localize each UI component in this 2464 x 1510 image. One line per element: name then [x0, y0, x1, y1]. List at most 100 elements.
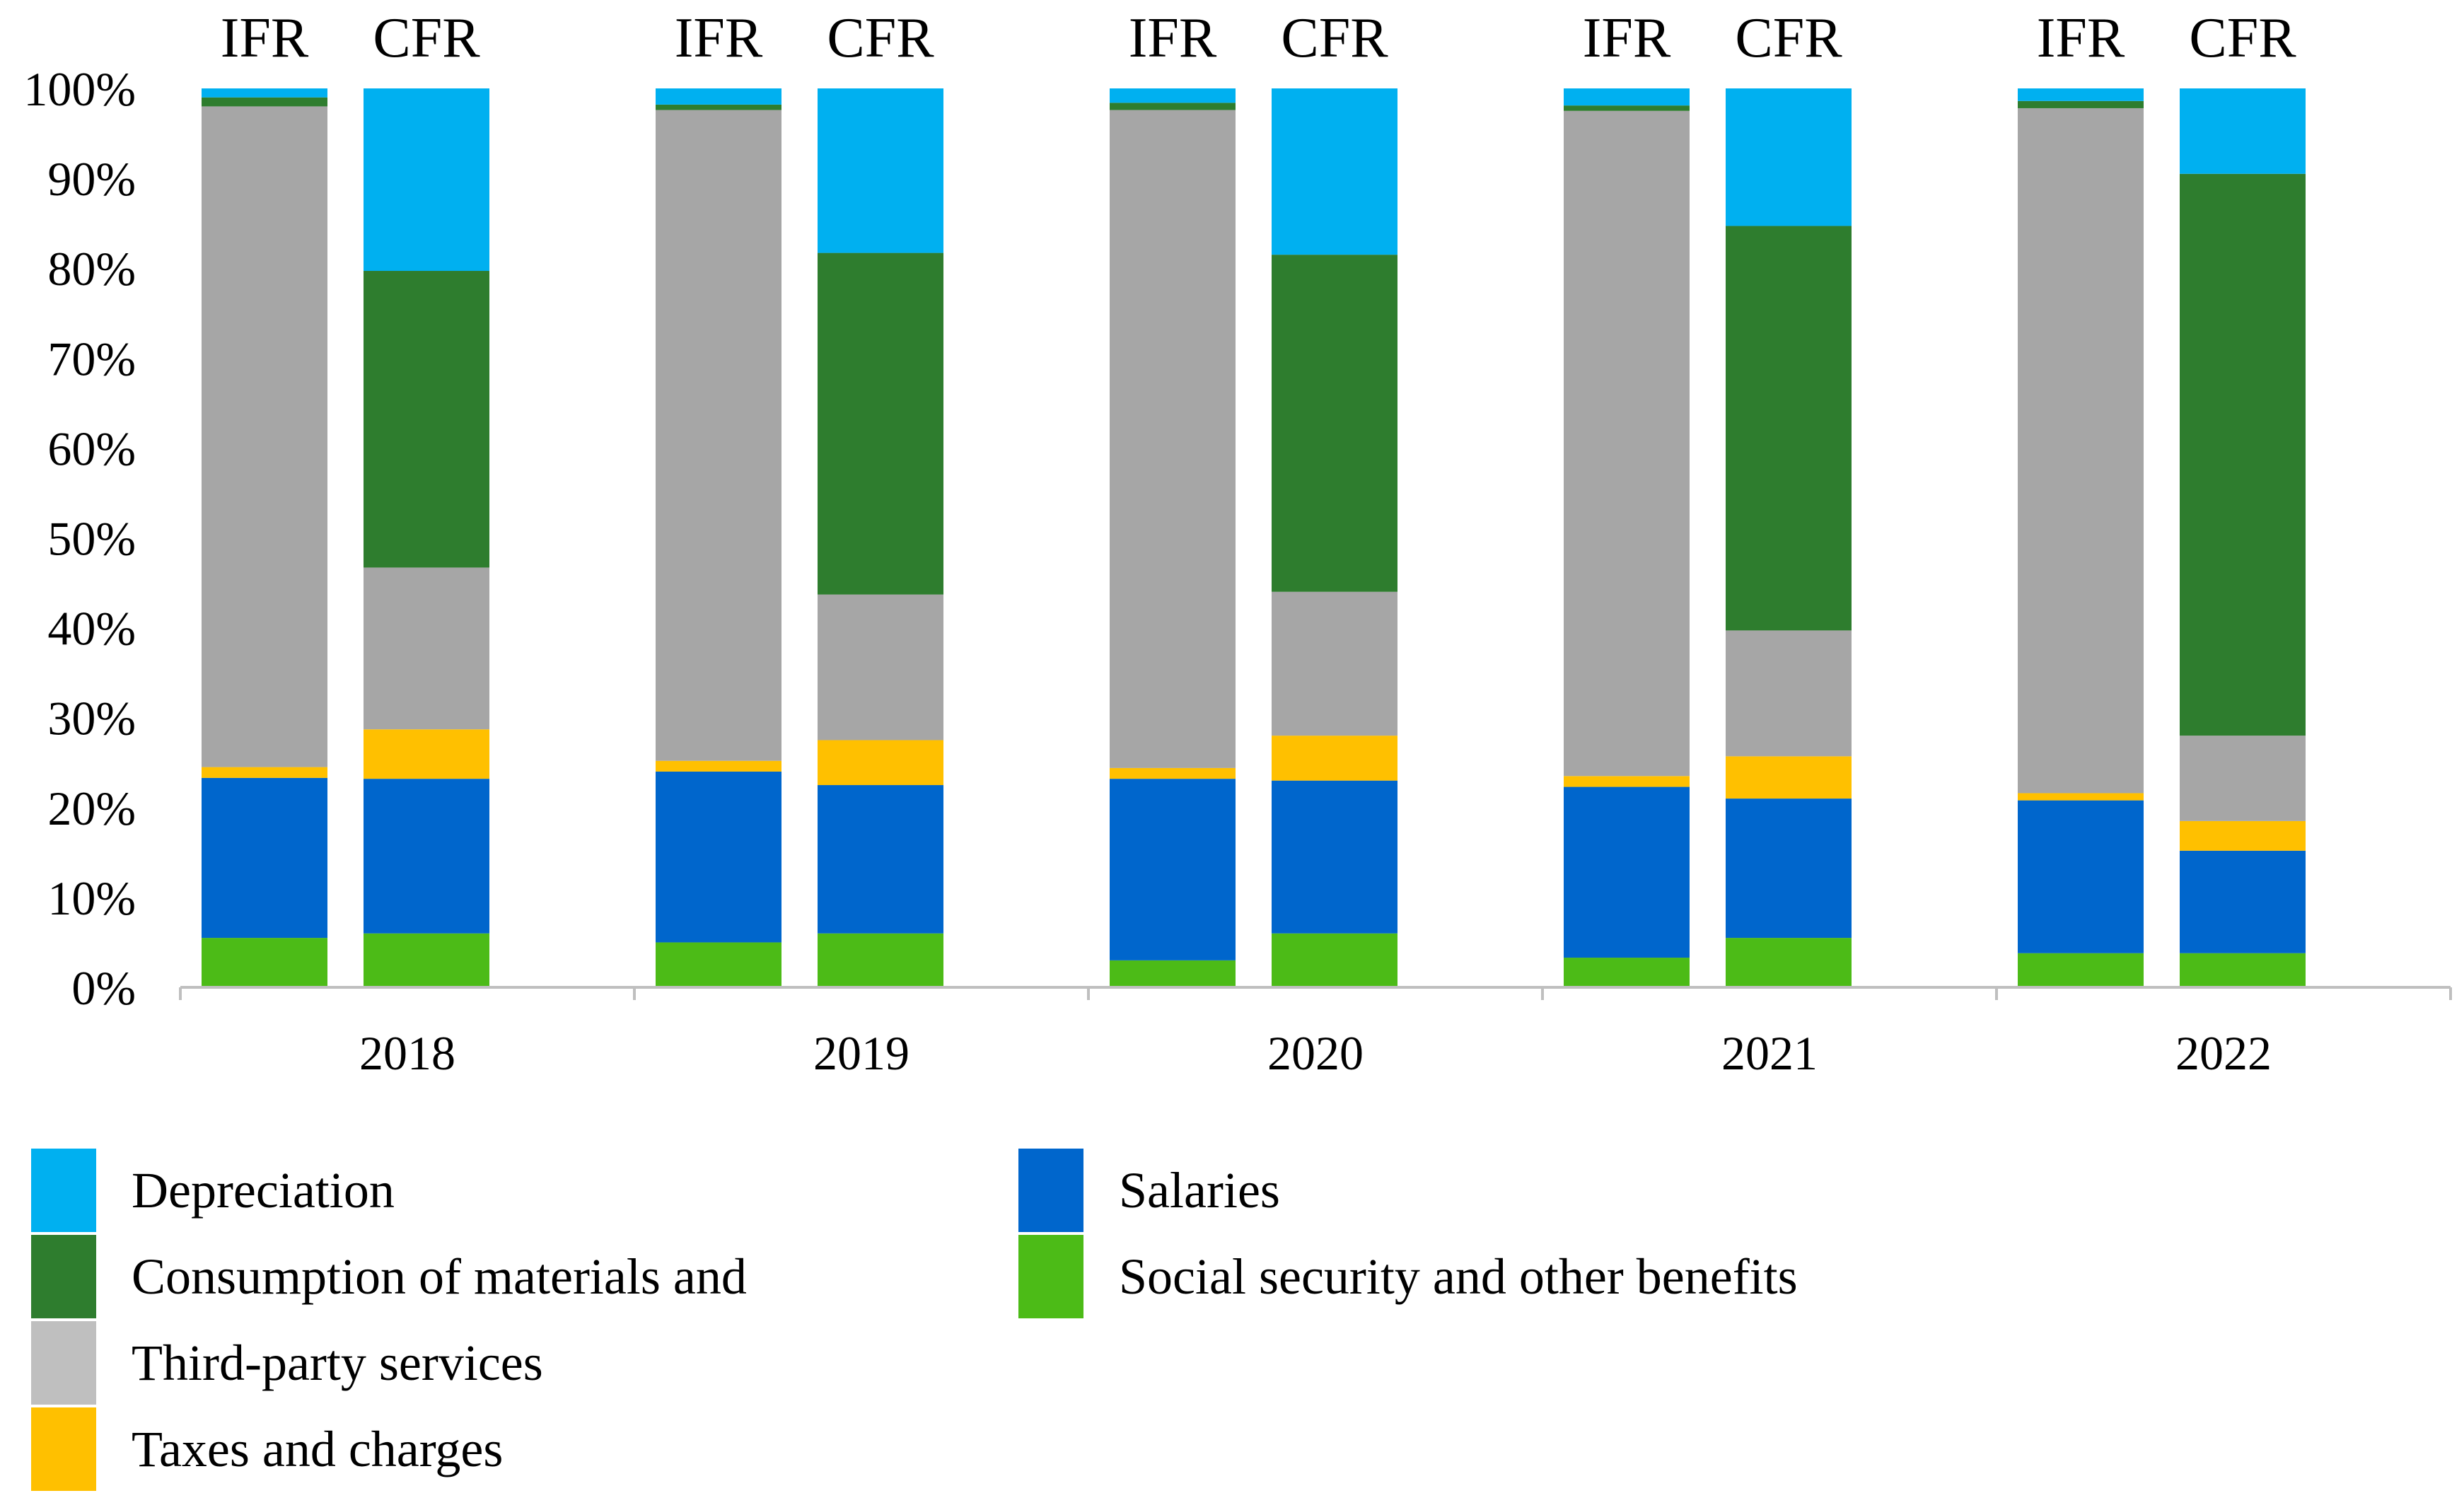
bar-segment-taxes-and-charges-ifr-2018	[202, 767, 327, 778]
bar-top-labels: IFR CFR IFR CFR IFR CFR IFR CFR IFR CFR	[221, 7, 2296, 69]
bar-label-cfr-2019: CFR	[827, 7, 934, 69]
stacked-bar-chart: 0% 10% 20% 30% 40% 50% 60% 70% 80% 90% 100% IFR CFR…	[23, 7, 2452, 1080]
bar-segment-salaries-ifr-2019	[656, 771, 781, 943]
bar-segment-third-party-services-cfr-2020	[1272, 591, 1397, 736]
bars	[202, 88, 2306, 987]
bar-segment-taxes-and-charges-ifr-2021	[1564, 776, 1690, 787]
bar-segment-salaries-cfr-2022	[2180, 850, 2306, 953]
legend-swatch-consumption-of-materials	[31, 1235, 96, 1318]
bar-segment-taxes-and-charges-cfr-2019	[818, 740, 943, 786]
bar-label-cfr-2018: CFR	[373, 7, 480, 69]
y-tick-label: 70%	[47, 332, 136, 385]
bar-segment-third-party-services-ifr-2022	[2018, 108, 2144, 794]
bar-segment-taxes-and-charges-ifr-2022	[2018, 793, 2144, 801]
bar-segment-salaries-cfr-2021	[1726, 798, 1852, 939]
bar-segment-consumption-of-materials-and-ifr-2022	[2018, 100, 2144, 108]
bar-segment-social-security-and-other-benefits-cfr-2020	[1272, 933, 1397, 987]
bar-segment-third-party-services-cfr-2021	[1726, 630, 1852, 757]
y-tick-label: 80%	[47, 242, 136, 296]
bar-segment-taxes-and-charges-cfr-2021	[1726, 756, 1852, 799]
bar-label-ifr-2022: IFR	[2037, 7, 2125, 69]
bar-segment-salaries-ifr-2021	[1564, 786, 1690, 958]
bar-segment-social-security-and-other-benefits-ifr-2022	[2018, 953, 2144, 987]
y-axis-ticks: 0% 10% 20% 30% 40% 50% 60% 70% 80% 90% 100%	[23, 62, 136, 1015]
bar-segment-depreciation-ifr-2019	[656, 88, 781, 105]
bar-segment-consumption-of-materials-and-cfr-2019	[818, 252, 943, 595]
legend-label-consumption-of-materials: Consumption of materials and	[132, 1248, 747, 1305]
bar-label-ifr-2020: IFR	[1129, 7, 1217, 69]
bar-segment-salaries-cfr-2020	[1272, 780, 1397, 934]
bar-segment-salaries-ifr-2022	[2018, 800, 2144, 953]
x-tick-label-2022: 2022	[2175, 1026, 2272, 1080]
y-tick-label: 60%	[47, 422, 136, 475]
bar-segment-taxes-and-charges-cfr-2020	[1272, 736, 1397, 781]
bar-segment-social-security-and-other-benefits-cfr-2019	[818, 933, 943, 987]
bar-segment-depreciation-ifr-2021	[1564, 88, 1690, 106]
legend-swatch-social-security	[1018, 1235, 1083, 1318]
bar-segment-taxes-and-charges-ifr-2019	[656, 760, 781, 772]
x-axis: 2018 2019 2020 2021 2022	[179, 986, 2452, 1080]
legend-swatch-third-party-services	[31, 1321, 96, 1405]
y-tick-label: 90%	[47, 152, 136, 206]
y-tick-label: 10%	[47, 871, 136, 925]
legend-item-salaries: Salaries	[1018, 1149, 1280, 1232]
legend-label-third-party-services: Third-party services	[132, 1334, 543, 1391]
bar-segment-consumption-of-materials-and-cfr-2021	[1726, 226, 1852, 631]
bar-segment-depreciation-cfr-2019	[818, 88, 943, 253]
y-tick-label: 50%	[47, 512, 136, 566]
bar-segment-consumption-of-materials-and-ifr-2019	[656, 104, 781, 110]
bar-segment-consumption-of-materials-and-ifr-2021	[1564, 105, 1690, 111]
bar-label-cfr-2022: CFR	[2189, 7, 2296, 69]
legend-item-social-security: Social security and other benefits	[1018, 1235, 1798, 1318]
bar-segment-salaries-ifr-2020	[1110, 779, 1236, 960]
bar-label-ifr-2021: IFR	[1583, 7, 1671, 69]
bar-segment-third-party-services-ifr-2020	[1110, 110, 1236, 768]
x-tick-label-2021: 2021	[1721, 1026, 1818, 1080]
legend-item-depreciation: Depreciation	[31, 1149, 395, 1232]
bar-segment-depreciation-cfr-2020	[1272, 88, 1397, 255]
bar-segment-depreciation-ifr-2020	[1110, 88, 1236, 103]
bar-label-ifr-2019: IFR	[675, 7, 763, 69]
x-tick-label-2020: 2020	[1267, 1026, 1364, 1080]
bar-segment-third-party-services-ifr-2021	[1564, 110, 1690, 777]
y-tick-label: 40%	[47, 602, 136, 656]
bar-segment-social-security-and-other-benefits-cfr-2021	[1726, 938, 1852, 987]
bar-label-cfr-2020: CFR	[1281, 7, 1388, 69]
y-tick-label: 30%	[47, 692, 136, 745]
y-tick-label: 100%	[23, 62, 136, 116]
legend-swatch-taxes-and-charges	[31, 1407, 96, 1491]
bar-segment-third-party-services-cfr-2022	[2180, 736, 2306, 821]
legend-item-consumption-of-materials: Consumption of materials and	[31, 1235, 747, 1318]
bar-segment-taxes-and-charges-cfr-2018	[364, 729, 489, 779]
bar-label-ifr-2018: IFR	[221, 7, 309, 69]
bar-segment-third-party-services-ifr-2018	[202, 106, 327, 767]
bar-segment-social-security-and-other-benefits-cfr-2022	[2180, 953, 2306, 987]
bar-segment-third-party-services-cfr-2018	[364, 567, 489, 730]
bar-segment-consumption-of-materials-and-cfr-2018	[364, 271, 489, 568]
bar-segment-social-security-and-other-benefits-ifr-2020	[1110, 960, 1236, 987]
bar-segment-third-party-services-cfr-2019	[818, 594, 943, 741]
legend-label-social-security: Social security and other benefits	[1119, 1248, 1798, 1305]
legend-swatch-salaries	[1018, 1149, 1083, 1232]
legend-label-taxes-and-charges: Taxes and charges	[132, 1420, 504, 1477]
bar-segment-salaries-cfr-2018	[364, 779, 489, 934]
bar-segment-consumption-of-materials-and-cfr-2022	[2180, 173, 2306, 736]
bar-segment-third-party-services-ifr-2019	[656, 110, 781, 761]
bar-segment-consumption-of-materials-and-ifr-2020	[1110, 103, 1236, 110]
legend-item-third-party-services: Third-party services	[31, 1321, 543, 1405]
legend: Depreciation Consumption of materials an…	[0, 1132, 2464, 1510]
x-tick-label-2019: 2019	[813, 1026, 910, 1080]
bar-segment-depreciation-cfr-2022	[2180, 88, 2306, 174]
bar-segment-social-security-and-other-benefits-ifr-2018	[202, 938, 327, 987]
bar-segment-social-security-and-other-benefits-cfr-2018	[364, 933, 489, 987]
x-tick-label-2018: 2018	[359, 1026, 455, 1080]
bar-segment-consumption-of-materials-and-ifr-2018	[202, 97, 327, 107]
bar-segment-social-security-and-other-benefits-ifr-2019	[656, 942, 781, 987]
bar-segment-depreciation-cfr-2021	[1726, 88, 1852, 226]
legend-label-depreciation: Depreciation	[132, 1161, 395, 1219]
legend-item-taxes-and-charges: Taxes and charges	[31, 1407, 503, 1491]
bar-segment-depreciation-cfr-2018	[364, 88, 489, 272]
y-tick-label: 0%	[71, 961, 136, 1015]
bar-segment-depreciation-ifr-2022	[2018, 88, 2144, 101]
bar-segment-consumption-of-materials-and-cfr-2020	[1272, 255, 1397, 592]
